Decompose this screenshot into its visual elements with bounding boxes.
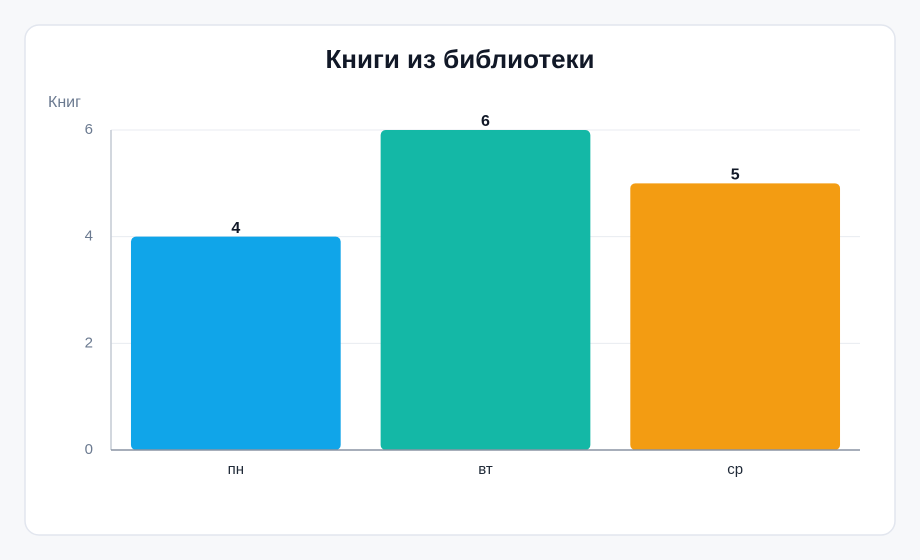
bar — [630, 183, 841, 451]
value-label: 5 — [731, 167, 740, 184]
bar — [130, 236, 341, 450]
bar — [380, 130, 591, 450]
y-tick-label: 2 — [85, 334, 93, 351]
y-tick-label: 0 — [85, 441, 93, 458]
x-tick-label: вт — [478, 461, 493, 478]
y-tick-label: 4 — [85, 228, 93, 245]
chart-title: Книги из библиотеки — [325, 44, 594, 74]
y-axis-label: Книг — [48, 94, 81, 111]
value-label: 4 — [231, 220, 240, 237]
y-tick-label: 6 — [85, 121, 93, 138]
value-label: 6 — [481, 113, 490, 130]
x-tick-label: пн — [228, 461, 244, 478]
x-tick-label: ср — [727, 461, 743, 478]
